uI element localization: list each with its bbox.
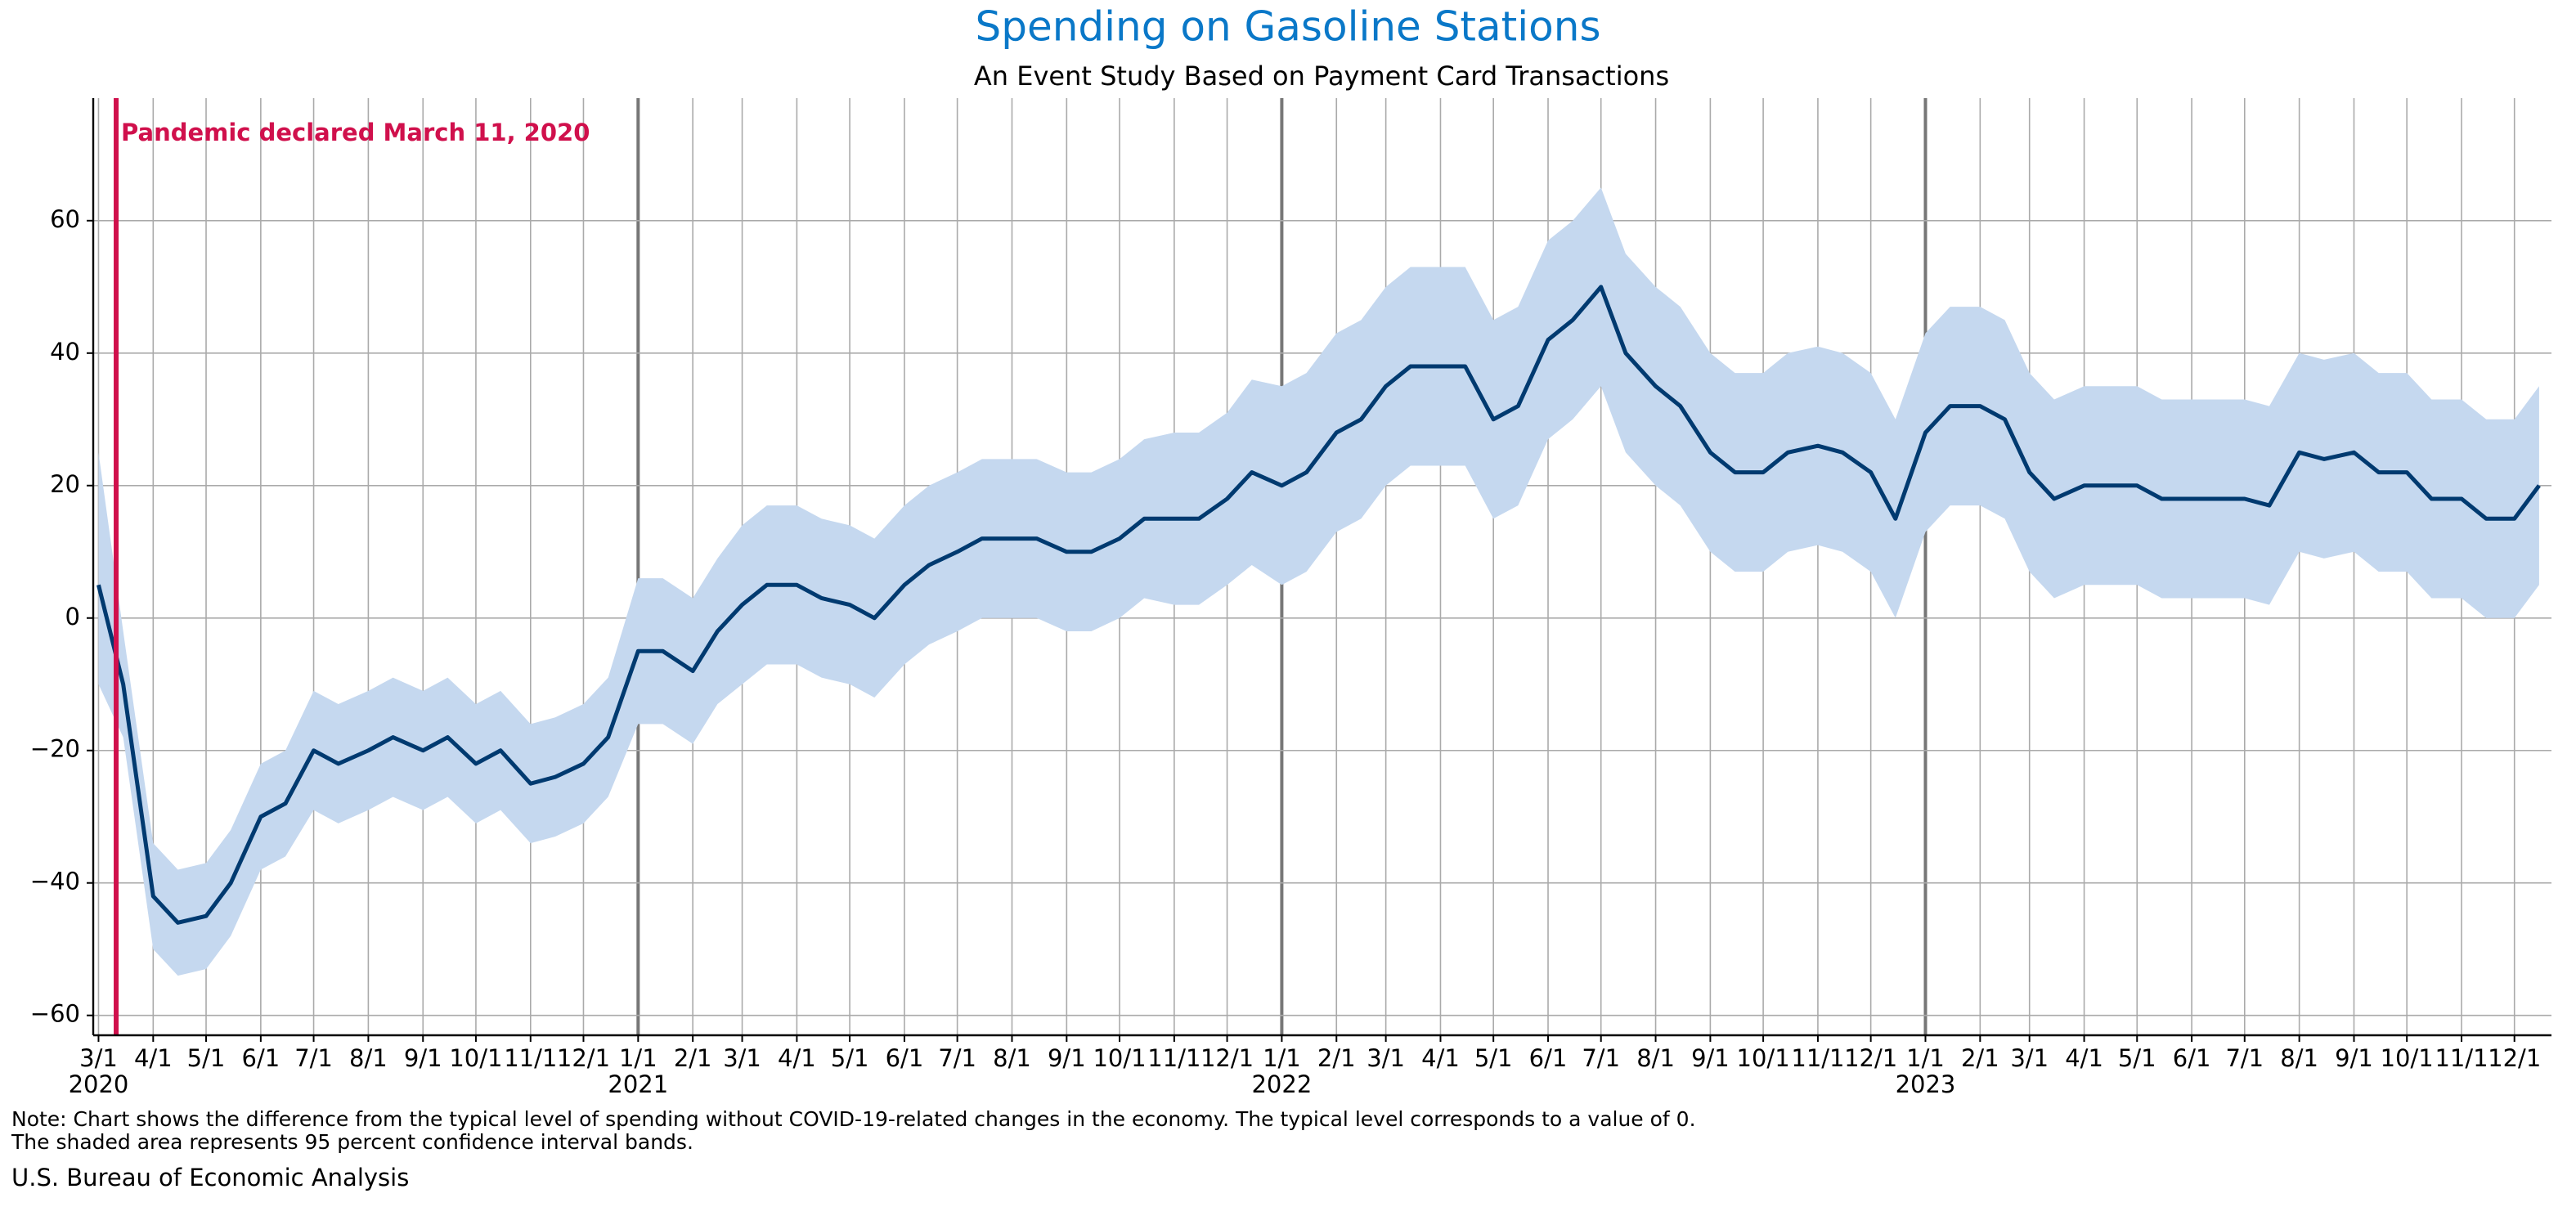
event-label: Pandemic declared March 11, 2020 [121,119,590,146]
x-year-label: 2020 [69,1070,129,1098]
note: The shaded area represents 95 percent co… [11,1130,693,1154]
x-tick-label: 9/1 [404,1044,442,1072]
spending-line [96,285,2541,925]
x-tick-label: 3/1 [723,1044,761,1072]
x-tick-label: 7/1 [1582,1044,1620,1072]
x-year-label: 2023 [1896,1070,1956,1098]
x-tick-label: 5/1 [187,1044,226,1072]
x-tick-label: 7/1 [294,1044,333,1072]
x-tick-label: 11/1 [504,1044,557,1072]
x-tick-label: 1/1 [1263,1044,1301,1072]
x-tick-label: 6/1 [242,1044,280,1072]
x-tick-label: 10/1 [1737,1044,1790,1072]
x-tick-label: 7/1 [2225,1044,2264,1072]
x-tick-label: 2/1 [1317,1044,1356,1072]
x-tick-label: 3/1 [1367,1044,1405,1072]
x-tick-label: 4/1 [778,1044,816,1072]
x-tick-label: 4/1 [134,1044,173,1072]
y-tick-label: −60 [30,1000,80,1028]
x-tick-label: 7/1 [938,1044,976,1072]
x-tick-label: 11/1 [1791,1044,1844,1072]
x-tick-label: 12/1 [1200,1044,1254,1072]
x-tick-label: 10/1 [1093,1044,1146,1072]
x-tick-label: 1/1 [1906,1044,1945,1072]
x-year-label: 2021 [608,1070,668,1098]
x-tick-label: 12/1 [2488,1044,2541,1072]
x-tick-label: 8/1 [349,1044,388,1072]
x-tick-label: 3/1 [79,1044,118,1072]
x-tick-label: 11/1 [2435,1044,2488,1072]
x-tick-label: 11/1 [1147,1044,1200,1072]
x-tick-label: 9/1 [1048,1044,1086,1072]
x-tick-label: 5/1 [1474,1044,1513,1072]
x-tick-label: 8/1 [1636,1044,1675,1072]
x-tick-label: 10/1 [449,1044,502,1072]
x-tick-label: 5/1 [2118,1044,2156,1072]
y-tick-label: 40 [50,338,80,366]
x-tick-label: 10/1 [2381,1044,2434,1072]
y-tick-label: −20 [30,735,80,763]
confidence-band [98,187,2539,976]
x-tick-label: 9/1 [1691,1044,1730,1072]
y-tick-label: 60 [50,205,80,233]
x-tick-label: 6/1 [2173,1044,2211,1072]
y-tick-label: 20 [50,470,80,498]
x-tick-label: 3/1 [2010,1044,2049,1072]
chart-title: Spending on Gasoline Stations [975,3,1600,51]
x-tick-label: 2/1 [1961,1044,1999,1072]
x-tick-label: 4/1 [1421,1044,1460,1072]
x-tick-label: 9/1 [2335,1044,2373,1072]
x-tick-label: 12/1 [557,1044,610,1072]
x-tick-label: 6/1 [886,1044,924,1072]
x-tick-label: 8/1 [993,1044,1031,1072]
y-tick-label: 0 [65,603,80,630]
x-tick-label: 6/1 [1529,1044,1568,1072]
x-tick-label: 8/1 [2280,1044,2318,1072]
x-tick-label: 1/1 [619,1044,657,1072]
y-tick-label: −40 [30,868,80,895]
x-year-label: 2022 [1251,1070,1312,1098]
x-tick-label: 5/1 [831,1044,869,1072]
source: U.S. Bureau of Economic Analysis [11,1164,409,1191]
chart-subtitle: An Event Study Based on Payment Card Tra… [974,61,1669,92]
x-tick-label: 2/1 [674,1044,712,1072]
note: Note: Chart shows the difference from th… [11,1107,1696,1131]
x-tick-label: 4/1 [2065,1044,2103,1072]
x-tick-label: 12/1 [1844,1044,1897,1072]
